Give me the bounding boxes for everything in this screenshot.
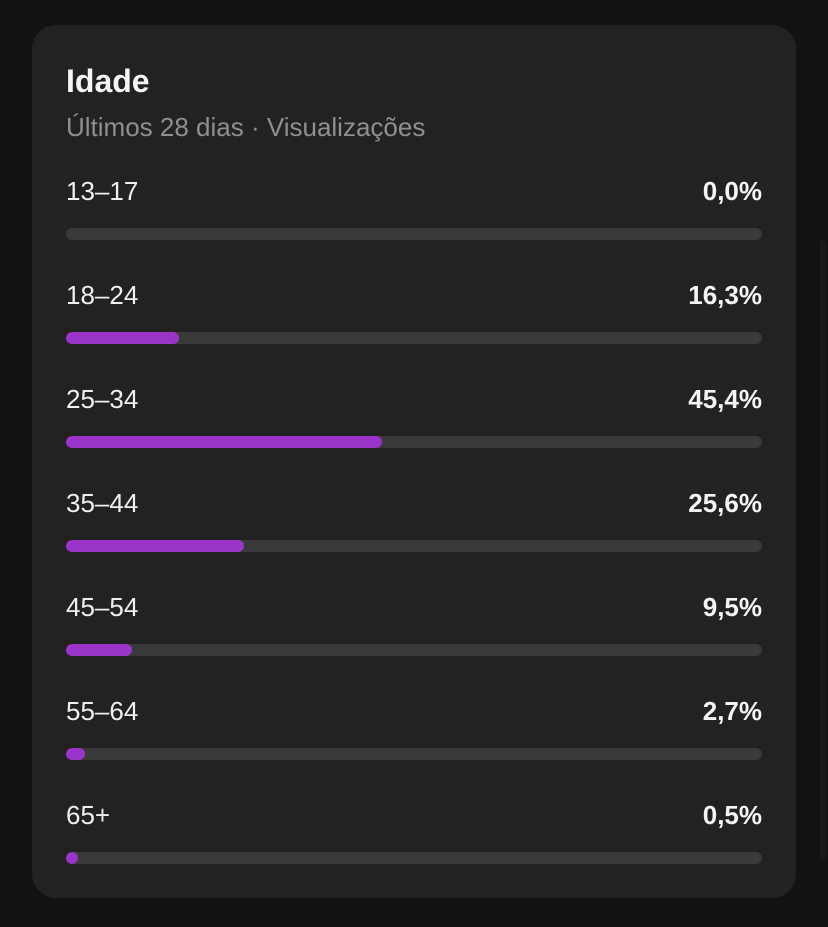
age-row: 65+ 0,5% xyxy=(66,800,762,905)
progress-track xyxy=(66,228,762,240)
age-row: 18–24 16,3% xyxy=(66,280,762,385)
age-range-label: 65+ xyxy=(66,800,111,830)
age-range-label: 18–24 xyxy=(66,280,139,310)
age-range-label: 45–54 xyxy=(66,592,139,622)
progress-track xyxy=(66,748,762,760)
card-title: Idade xyxy=(66,63,150,99)
age-row: 45–54 9,5% xyxy=(66,592,762,697)
age-breakdown-card: Idade Últimos 28 dias · Visualizações 13… xyxy=(32,25,796,898)
progress-fill xyxy=(66,436,382,448)
age-row: 25–34 45,4% xyxy=(66,384,762,489)
age-percent-value: 0,5% xyxy=(702,800,762,830)
age-row: 13–17 0,0% xyxy=(66,176,762,281)
progress-track xyxy=(66,332,762,344)
age-percent-value: 2,7% xyxy=(702,696,762,726)
progress-fill xyxy=(66,540,245,552)
age-list: 13–17 0,0% 18–24 16,3% 25–34 45,4% 35–44… xyxy=(66,176,762,905)
progress-fill xyxy=(66,332,180,344)
progress-track xyxy=(66,436,762,448)
age-percent-value: 0,0% xyxy=(702,176,762,206)
age-percent-value: 25,6% xyxy=(688,488,762,518)
age-percent-value: 9,5% xyxy=(702,592,762,622)
age-range-label: 55–64 xyxy=(66,696,139,726)
age-percent-value: 45,4% xyxy=(688,384,762,414)
page-scrollbar[interactable] xyxy=(820,240,826,860)
age-percent-value: 16,3% xyxy=(688,280,762,310)
progress-track xyxy=(66,852,762,864)
progress-track xyxy=(66,540,762,552)
progress-fill xyxy=(66,852,78,864)
progress-fill xyxy=(66,748,85,760)
age-row: 35–44 25,6% xyxy=(66,488,762,593)
age-row: 55–64 2,7% xyxy=(66,696,762,801)
age-range-label: 13–17 xyxy=(66,176,139,206)
progress-fill xyxy=(66,644,133,656)
age-range-label: 35–44 xyxy=(66,488,139,518)
card-subtitle: Últimos 28 dias · Visualizações xyxy=(66,112,426,142)
age-range-label: 25–34 xyxy=(66,384,139,414)
progress-track xyxy=(66,644,762,656)
